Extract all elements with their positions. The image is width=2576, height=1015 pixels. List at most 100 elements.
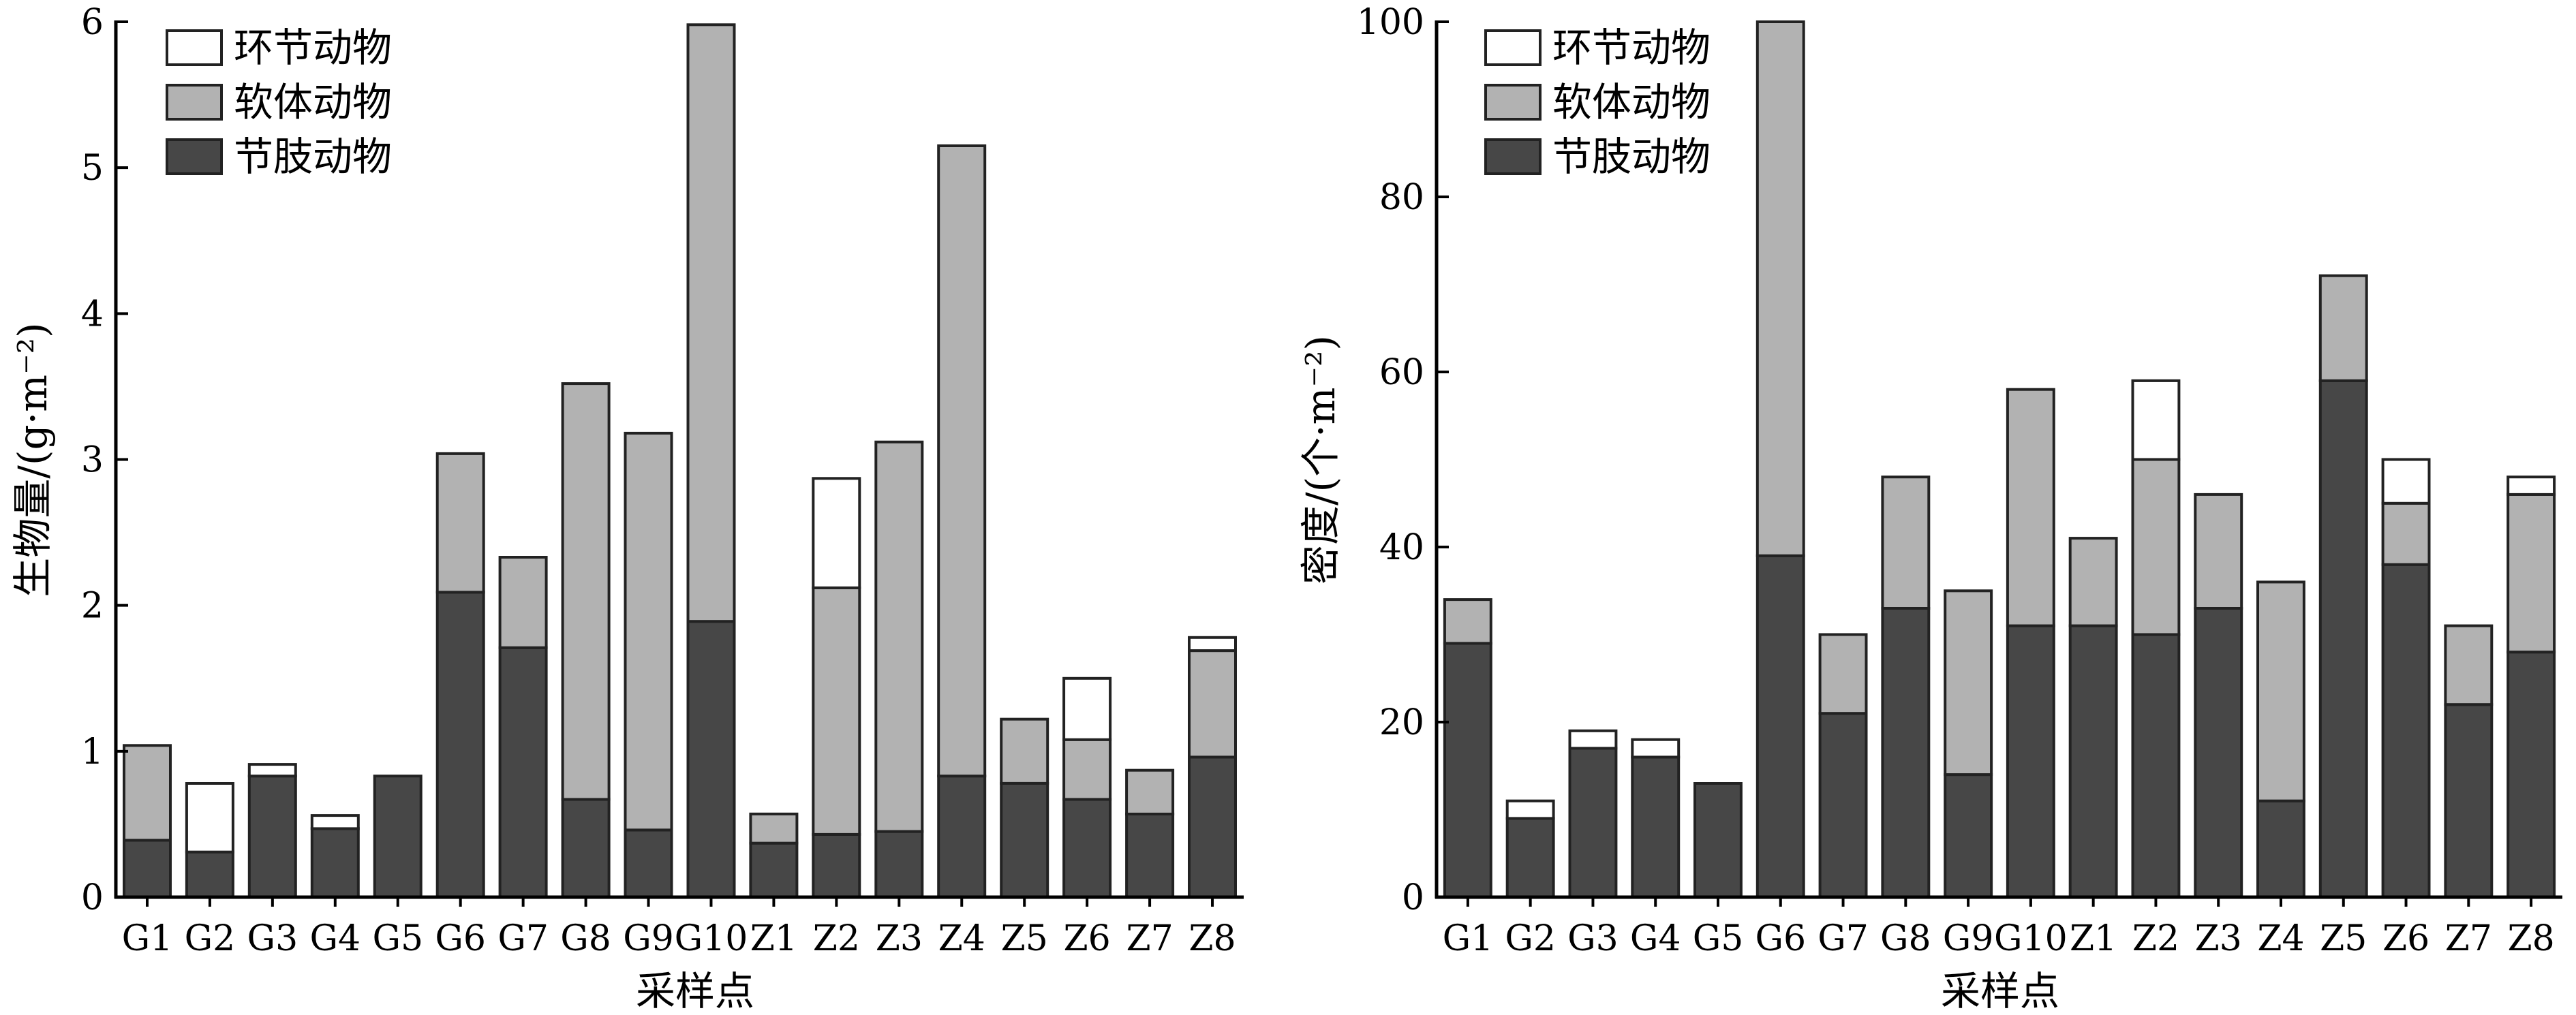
bar-G3-arthropoda xyxy=(1568,747,1618,899)
x-tick-label: G1 xyxy=(1443,918,1494,959)
bar-Z3-mollusca xyxy=(2194,493,2243,610)
bar-G4-arthropoda xyxy=(1631,755,1681,899)
bar-Z2-arthropoda xyxy=(2131,633,2181,899)
bar-Z1-arthropoda xyxy=(2068,624,2118,899)
bar-Z3-arthropoda xyxy=(874,830,924,899)
legend-swatch-arthropoda xyxy=(166,138,223,175)
bar-Z1-mollusca xyxy=(2068,537,2118,627)
x-tick-label: G10 xyxy=(675,918,748,959)
bar-G1-arthropoda xyxy=(1443,642,1492,899)
x-tick-label: G1 xyxy=(122,918,173,959)
bar-Z4-arthropoda xyxy=(2256,799,2305,899)
y-tick-label: 40 xyxy=(1379,527,1424,568)
legend-swatch-annelida xyxy=(1484,29,1542,66)
bar-Z2-mollusca xyxy=(2131,458,2181,636)
bar-Z3-mollusca xyxy=(874,440,924,833)
legend-label: 环节动物 xyxy=(1552,25,1711,71)
bar-G10-arthropoda xyxy=(686,620,736,899)
bar-G10-arthropoda xyxy=(2006,624,2055,899)
bar-Z6-arthropoda xyxy=(1062,798,1112,899)
x-tick-label: G2 xyxy=(1505,918,1556,959)
bar-Z6-arthropoda xyxy=(2381,563,2431,899)
bar-Z7-arthropoda xyxy=(1125,812,1175,899)
bar-G1-mollusca xyxy=(123,744,172,842)
bar-G3-annelida xyxy=(247,763,297,778)
bar-G2-annelida xyxy=(185,782,234,854)
bar-G7-mollusca xyxy=(498,556,548,649)
bar-Z2-annelida xyxy=(812,477,861,589)
bar-G9-arthropoda xyxy=(1944,773,1993,899)
bar-G6-mollusca xyxy=(435,452,485,594)
legend-label: 软体动物 xyxy=(234,79,392,125)
legend-swatch-mollusca xyxy=(166,84,223,121)
bar-G1-arthropoda xyxy=(123,839,172,899)
bar-G5-arthropoda xyxy=(373,775,423,899)
bar-G10-mollusca xyxy=(2006,388,2055,627)
legend-label: 软体动物 xyxy=(1552,79,1711,125)
x-tick-label: G6 xyxy=(1755,918,1806,959)
bar-G7-mollusca xyxy=(1818,633,1868,715)
biomass-chart: 0 1 2 3 4 5 6 G1 G2 G3 G4 G5 G6 G7 G8 G9 G10 Z1 Z2 Z3 Z4 Z5 Z6… xyxy=(10,2,1244,1014)
x-tick-label: Z4 xyxy=(938,918,985,959)
bar-Z8-mollusca xyxy=(1188,649,1237,759)
density-chart: 0 20 40 60 80 100 G1 G2 G3 G4 G5 G6 G7 G8 G9 G10 Z1 Z2 Z3 Z… xyxy=(1298,2,2562,1014)
x-tick-label: Z2 xyxy=(813,918,860,959)
bar-G3-arthropoda xyxy=(247,775,297,899)
legend-label: 环节动物 xyxy=(234,25,392,71)
bar-G2-arthropoda xyxy=(1505,817,1555,899)
bar-Z8-arthropoda xyxy=(2506,651,2556,899)
bar-G8-arthropoda xyxy=(561,798,611,899)
bar-G5-arthropoda xyxy=(1693,782,1743,899)
x-tick-label: Z3 xyxy=(2195,918,2242,959)
bar-G8-arthropoda xyxy=(1881,607,1931,899)
legend-swatch-annelida xyxy=(166,29,223,66)
legend-label: 节肢动物 xyxy=(234,134,392,180)
y-tick-label: 3 xyxy=(81,440,104,481)
bar-G6-arthropoda xyxy=(435,591,485,899)
bar-Z7-mollusca xyxy=(2444,624,2494,706)
x-tick-label: Z2 xyxy=(2132,918,2179,959)
bar-Z5-mollusca xyxy=(1000,717,1049,785)
bar-Z1-mollusca xyxy=(749,812,799,845)
bar-Z2-mollusca xyxy=(812,587,861,836)
x-tick-label: G4 xyxy=(1630,918,1681,959)
bar-Z4-mollusca xyxy=(937,144,987,778)
x-tick-label: G2 xyxy=(185,918,236,959)
x-tick-label: Z6 xyxy=(2382,918,2429,959)
bar-Z2-annelida xyxy=(2131,379,2181,461)
x-tick-label: G8 xyxy=(560,918,611,959)
bar-G10-mollusca xyxy=(686,23,736,623)
bar-Z6-annelida xyxy=(1062,676,1112,741)
bar-Z4-arthropoda xyxy=(937,775,987,899)
bar-G2-annelida xyxy=(1505,799,1555,820)
y-tick-label: 1 xyxy=(81,732,104,772)
y-axis-title: 生物量/(g·m⁻²) xyxy=(10,322,56,597)
bar-Z4-mollusca xyxy=(2256,580,2305,802)
x-axis-title: 采样点 xyxy=(1941,968,2059,1014)
x-tick-label: Z5 xyxy=(1001,918,1048,959)
bar-Z2-arthropoda xyxy=(812,832,861,899)
x-tick-label: G7 xyxy=(497,918,549,959)
x-tick-label: G3 xyxy=(1567,918,1619,959)
bar-G6-arthropoda xyxy=(1755,554,1805,899)
x-tick-label: Z6 xyxy=(1064,918,1111,959)
bar-G4-annelida xyxy=(1631,738,1681,759)
legend-label: 节肢动物 xyxy=(1552,134,1711,180)
bar-G8-mollusca xyxy=(1881,475,1931,610)
bar-Z6-annelida xyxy=(2381,458,2431,505)
y-tick-label: 80 xyxy=(1379,177,1424,218)
bar-G7-arthropoda xyxy=(1818,712,1868,899)
y-tick-label: 20 xyxy=(1379,702,1424,743)
bar-Z3-arthropoda xyxy=(2194,607,2243,899)
bar-G4-annelida xyxy=(310,814,360,830)
bar-G9-arthropoda xyxy=(624,828,673,899)
bar-G9-mollusca xyxy=(1944,589,1993,777)
x-tick-label: Z1 xyxy=(750,918,797,959)
bar-Z5-mollusca xyxy=(2318,274,2368,382)
x-tick-label: Z8 xyxy=(2508,918,2555,959)
y-tick-label: 0 xyxy=(81,877,104,918)
bar-G1-mollusca xyxy=(1443,598,1492,645)
x-tick-label: Z1 xyxy=(2070,918,2117,959)
y-tick-label: 4 xyxy=(81,294,104,334)
